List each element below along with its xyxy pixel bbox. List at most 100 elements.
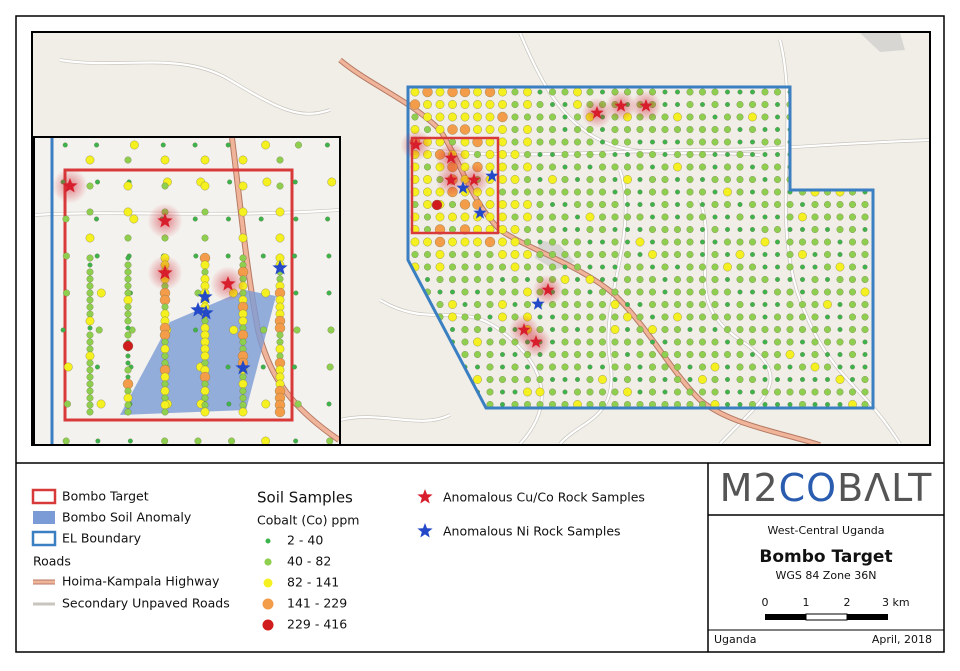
soil-sample [573,87,582,97]
soil-sample [500,277,505,282]
soil-sample [625,302,630,307]
soil-sample [650,264,655,270]
soil-sample [124,156,132,164]
soil-sample [637,177,643,182]
soil-sample [447,124,458,135]
soil-sample [511,138,519,146]
soil-sample [124,331,132,339]
soil-sample [699,351,706,358]
soil-sample [549,126,556,133]
soil-sample [674,251,681,258]
soil-sample [435,212,445,222]
soil-sample [749,238,756,246]
soil-sample [549,351,556,358]
soil-sample [449,251,456,258]
soil-sample [675,202,680,207]
soil-sample [699,263,706,271]
soil-sample [686,113,694,121]
soil-sample [561,238,569,246]
soil-sample [499,263,506,271]
soil-sample [825,314,830,320]
soil-sample [712,214,718,220]
soil-sample [562,264,568,270]
soil-sample [537,89,543,95]
soil-sample [574,201,581,208]
soil-sample [723,262,732,272]
soil-sample [786,238,794,246]
soil-sample [625,202,630,207]
rock-sample [417,489,433,504]
soil-sample [201,268,209,276]
soil-sample [800,289,805,295]
soil-sample [636,263,644,271]
soil-sample [562,227,568,232]
soil-sample [326,253,332,259]
scale-label: 0 [762,596,769,609]
soil-sample [536,363,544,371]
soil-sample [500,402,505,407]
soil-sample [650,314,655,320]
soil-sample [123,393,133,403]
soil-sample [86,359,94,367]
soil-sample [435,87,445,97]
soil-sample [87,262,93,268]
soil-sample [849,288,856,296]
soil-sample [675,139,680,145]
soil-sample [124,261,132,269]
soil-sample [549,113,556,121]
soil-sample [611,238,619,246]
soil-sample [624,276,631,283]
soil-sample [861,313,869,321]
soil-sample [824,363,831,371]
soil-sample [662,389,668,395]
soil-sample [586,376,594,383]
soil-sample [461,288,469,296]
soil-sample [724,238,731,246]
soil-sample [226,216,231,222]
map-title: Bombo Target [759,547,892,567]
soil-sample [574,313,581,321]
soil-sample [849,338,856,346]
soil-sample [786,213,794,221]
soil-sample [699,126,706,133]
soil-sample [712,189,718,195]
soil-sample [799,363,806,371]
soil-sample [675,189,680,195]
soil-sample [648,325,657,334]
soil-sample [849,313,856,321]
soil-sample [511,88,519,96]
soil-sample [649,288,656,296]
soil-sample [562,114,568,120]
soil-sample [674,288,681,296]
soil-sample [511,276,519,283]
soil-sample [536,226,544,233]
soil-sample [160,155,170,165]
soil-sample [574,363,581,371]
soil-sample [799,301,806,308]
soil-sample [812,377,818,382]
soil-sample [674,338,681,346]
soil-sample [650,339,655,345]
soil-sample [736,363,744,371]
soil-sample [600,364,605,370]
soil-sample [674,226,681,233]
soil-sample [536,138,544,146]
soil-sample [649,376,656,383]
legend-swatch [33,511,55,524]
soil-sample [637,189,643,195]
soil-sample [698,375,707,384]
soil-sample [124,275,132,283]
soil-sample [574,288,581,296]
soil-sample [562,164,568,170]
soil-sample [475,364,480,370]
soil-sample [800,264,805,270]
soil-sample [699,301,706,308]
soil-sample [675,264,680,270]
soil-sample [62,437,70,444]
soil-sample [485,200,495,209]
soil-sample [586,301,594,308]
legend-stars [417,489,433,538]
soil-sample [761,88,769,96]
soil-sample [650,214,655,220]
soil-sample [699,151,706,158]
